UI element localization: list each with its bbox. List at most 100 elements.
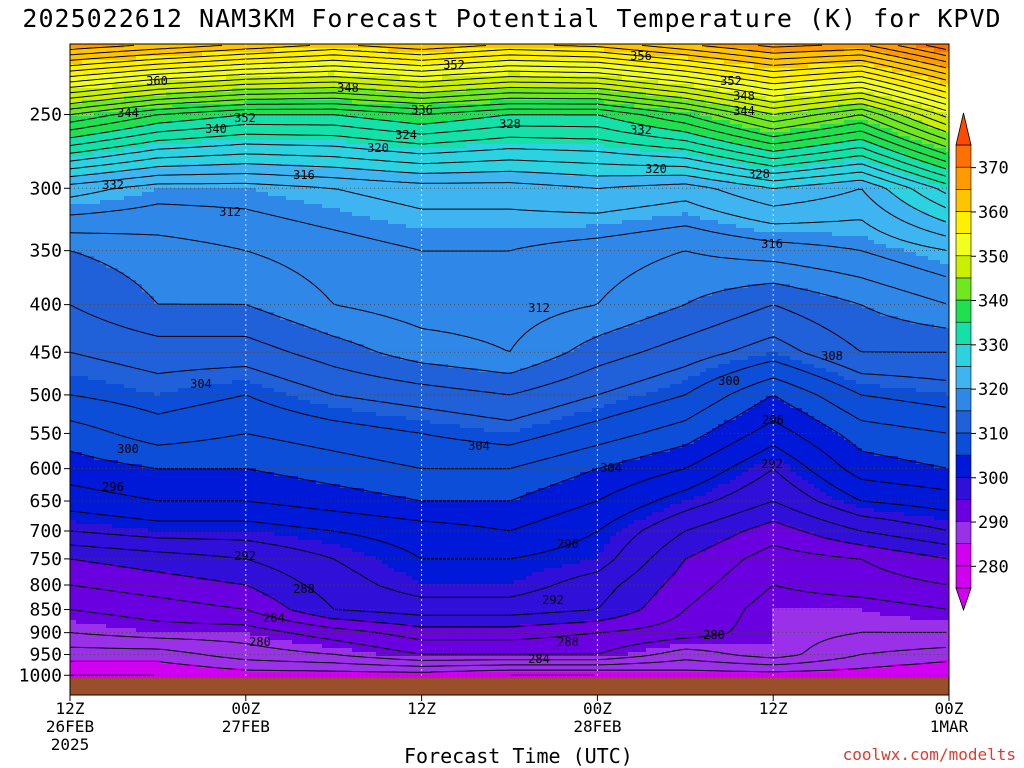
field-cell [166,144,173,149]
field-cell [232,528,239,533]
field-cell [70,312,77,317]
field-cell [70,456,77,461]
field-cell [142,320,149,325]
field-cell [88,492,95,497]
field-cell [160,308,167,313]
field-cell [112,148,119,153]
field-cell [226,528,233,533]
field-cell [142,312,149,317]
field-cell [154,604,161,609]
field-cell [100,568,107,573]
field-cell [196,192,203,197]
field-cell [70,200,77,205]
field-cell [208,424,215,429]
field-cell [160,352,167,357]
field-cell [70,604,77,609]
field-cell [208,612,215,617]
field-cell [226,200,233,205]
field-cell [160,592,167,597]
field-cell [154,440,161,445]
field-cell [100,340,107,345]
field-cell [238,528,245,533]
field-cell [160,228,167,233]
field-cell [250,148,257,153]
field-cell [82,556,89,561]
field-cell [196,212,203,217]
field-cell [214,540,221,545]
field-cell [202,352,209,357]
field-cell [214,576,221,581]
field-cell [208,412,215,417]
field-cell [106,56,113,61]
field-cell [220,452,227,457]
field-cell [202,176,209,181]
field-cell [100,576,107,581]
field-cell [250,260,257,265]
field-cell [136,652,143,657]
field-cell [88,152,95,157]
field-cell [250,168,257,173]
field-cell [214,224,221,229]
field-cell [250,456,257,461]
field-cell [88,336,95,341]
field-cell [124,340,131,345]
field-cell [220,456,227,461]
field-cell [112,584,119,589]
field-cell [82,432,89,437]
field-cell [148,424,155,429]
field-cell [118,428,125,433]
field-cell [238,504,245,509]
field-cell [94,544,101,549]
field-cell [118,372,125,377]
field-cell [88,536,95,541]
field-cell [106,572,113,577]
field-cell [100,336,107,341]
field-cell [130,172,137,177]
field-cell [172,304,179,309]
field-cell [82,668,89,673]
field-cell [238,372,245,377]
field-cell [142,324,149,329]
field-cell [196,456,203,461]
field-cell [76,448,83,453]
field-cell [70,284,77,289]
field-cell [130,512,137,517]
field-cell [70,244,77,249]
field-cell [208,472,215,477]
field-cell [112,672,119,677]
field-cell [208,292,215,297]
field-cell [136,596,143,601]
field-cell [100,192,107,197]
field-cell [94,228,101,233]
field-cell [232,260,239,265]
field-cell [202,320,209,325]
field-cell [136,268,143,273]
field-cell [154,672,161,677]
field-cell [220,428,227,433]
field-cell [70,288,77,293]
field-cell [82,444,89,449]
field-cell [214,220,221,225]
field-cell [88,504,95,509]
field-cell [226,356,233,361]
field-cell [100,216,107,221]
field-cell [94,524,101,529]
field-cell [160,472,167,477]
field-cell [100,196,107,201]
field-cell [232,344,239,349]
field-cell [208,340,215,345]
field-cell [70,664,77,669]
field-cell [220,156,227,161]
field-cell [202,464,209,469]
field-cell [226,232,233,237]
field-cell [124,544,131,549]
field-cell [190,456,197,461]
field-cell [154,228,161,233]
field-cell [220,372,227,377]
field-cell [196,200,203,205]
field-cell [172,432,179,437]
field-cell [232,324,239,329]
field-cell [166,508,173,513]
field-cell [208,656,215,661]
field-cell [136,164,143,169]
